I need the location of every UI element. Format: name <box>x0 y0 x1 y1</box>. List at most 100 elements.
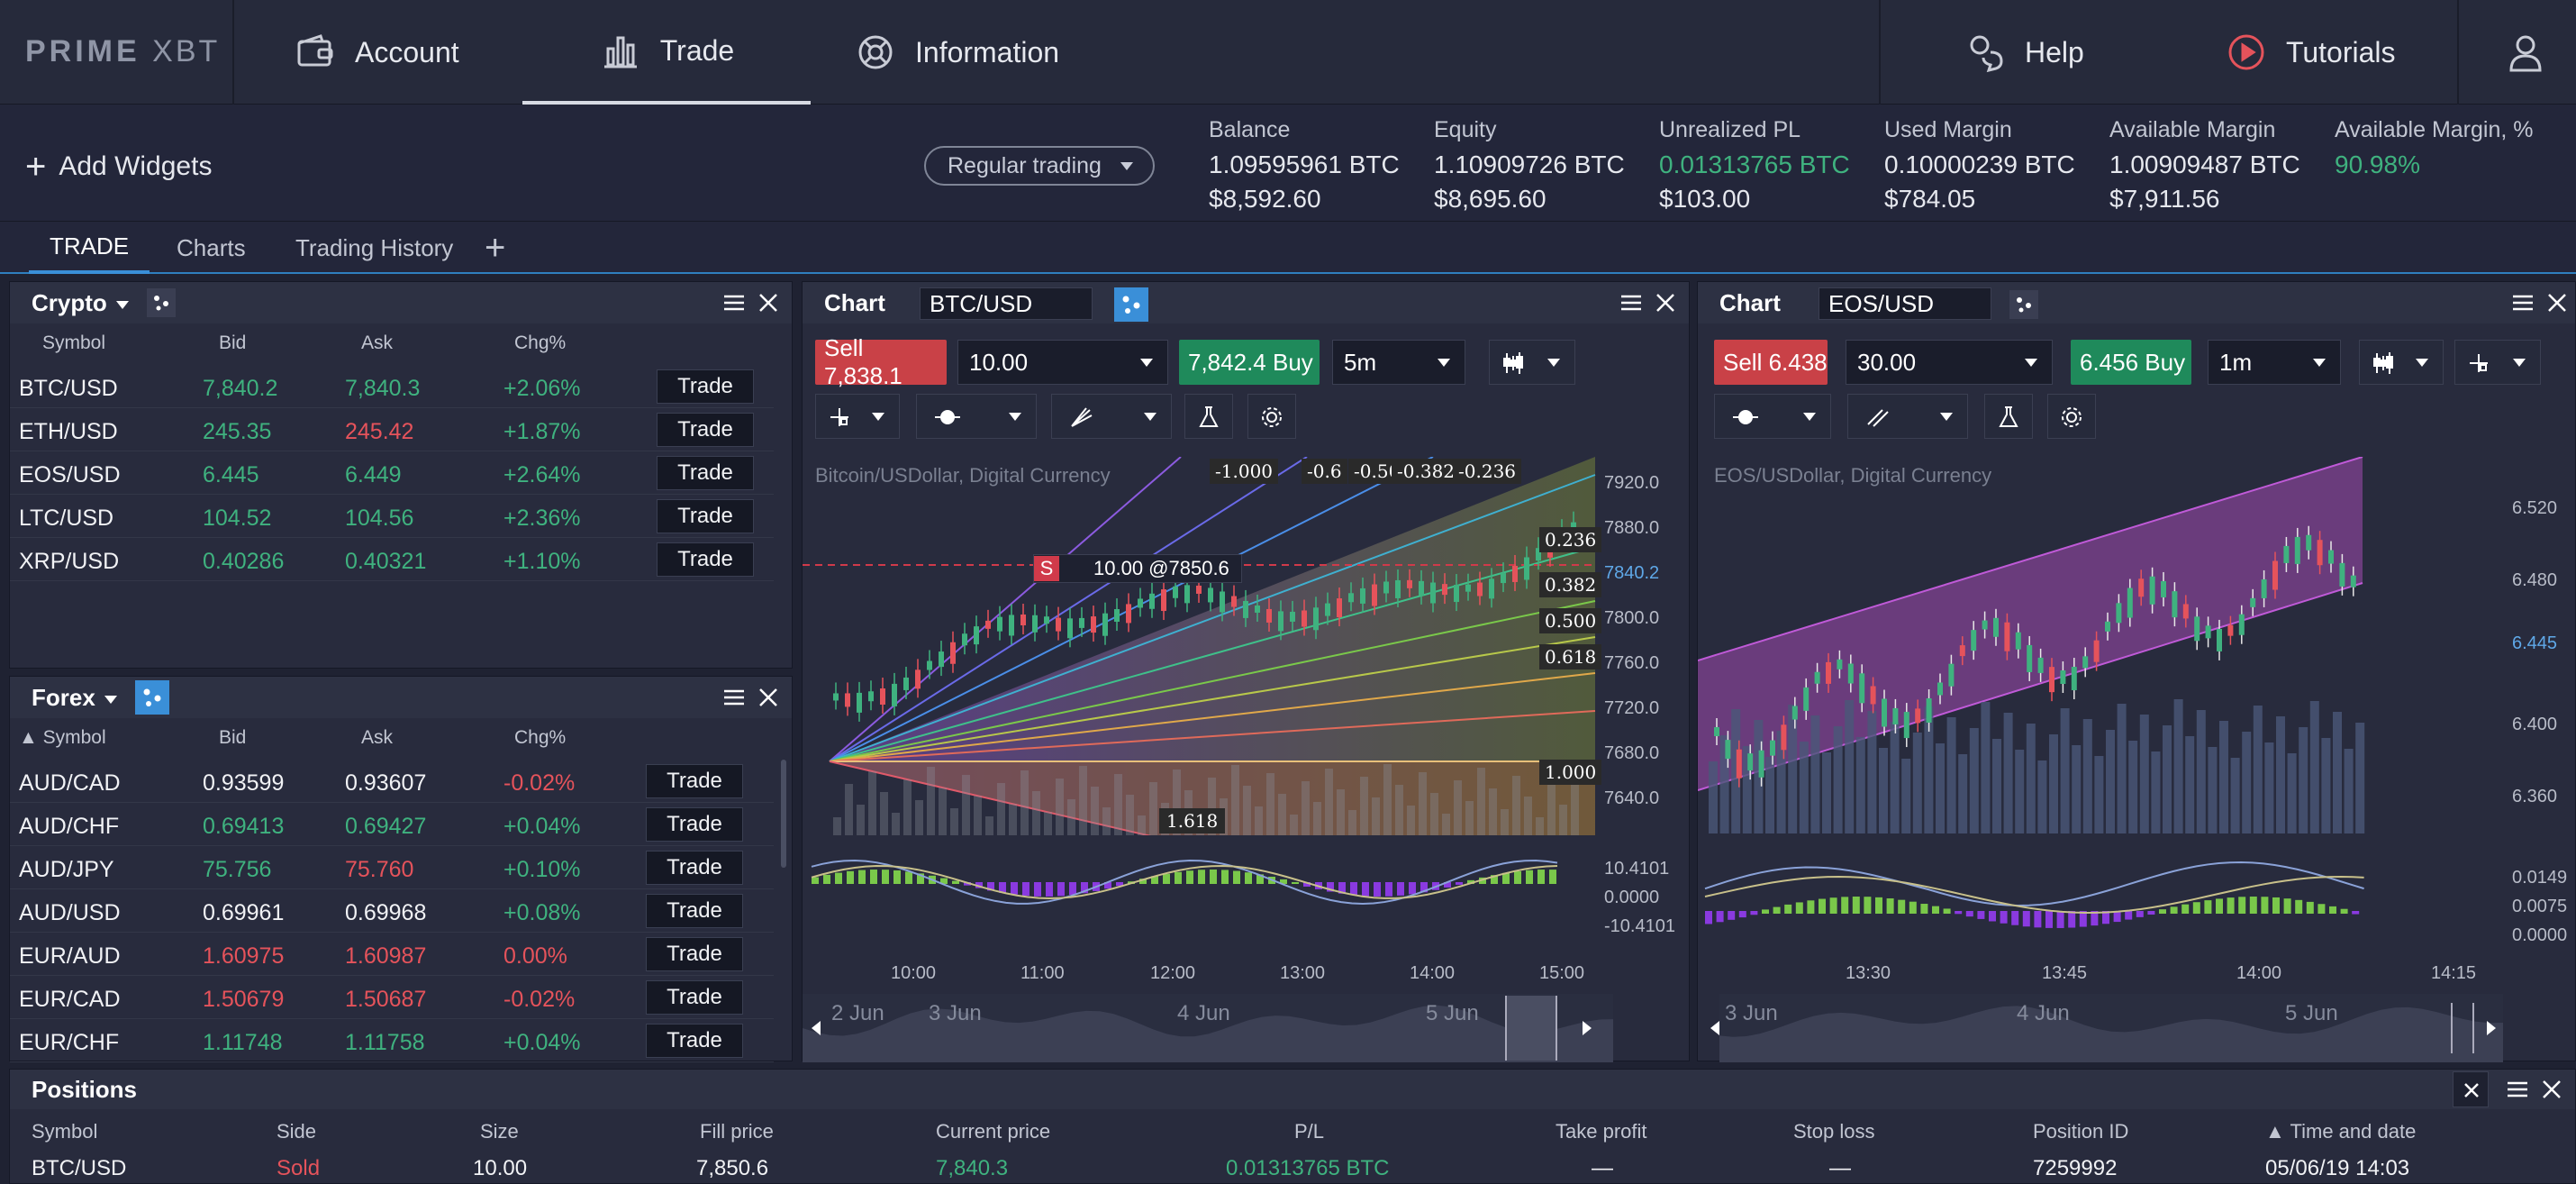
quantity-select[interactable]: 30.00 <box>1846 340 2053 385</box>
position-col[interactable]: Take profit <box>1556 1120 1647 1143</box>
table-row[interactable]: LTC/USD 104.52 104.56 +2.36% Trade <box>10 495 774 538</box>
trade-button[interactable]: Trade <box>646 980 743 1015</box>
table-row[interactable]: AUD/CAD 0.93599 0.93607 -0.02% Trade <box>10 760 774 803</box>
table-row[interactable]: AUD/USD 0.69961 0.69968 +0.08% Trade <box>10 889 774 933</box>
fib-tool[interactable] <box>1051 394 1172 439</box>
crosshair-tool[interactable] <box>815 394 900 439</box>
position-col[interactable]: ▲ Time and date <box>2265 1120 2417 1143</box>
nav-tutorials[interactable]: Tutorials <box>2225 0 2396 105</box>
menu-icon[interactable] <box>721 685 747 710</box>
indicators-button[interactable] <box>1184 394 1233 439</box>
table-row[interactable]: EUR/CHF 1.11748 1.11758 +0.04% Trade <box>10 1019 774 1062</box>
table-row[interactable]: AUD/JPY 75.756 75.760 +0.10% Trade <box>10 846 774 889</box>
menu-icon[interactable] <box>1619 290 1644 315</box>
scroll-left-icon[interactable] <box>812 1021 821 1035</box>
menu-icon[interactable] <box>2505 1077 2530 1102</box>
user-profile-button[interactable] <box>2506 32 2545 72</box>
position-col[interactable]: Position ID <box>2033 1120 2129 1143</box>
btc-price-chart[interactable] <box>803 457 1691 835</box>
caret-down-icon[interactable] <box>115 300 129 309</box>
position-col[interactable]: Fill price <box>700 1120 774 1143</box>
nav-account[interactable]: Account <box>294 0 459 105</box>
col-bid[interactable]: Bid <box>219 727 247 748</box>
trade-button[interactable]: Trade <box>646 807 743 842</box>
link-group-icon[interactable] <box>2009 290 2038 319</box>
col-bid[interactable]: Bid <box>219 332 247 353</box>
scroll-right-icon[interactable] <box>2487 1021 2496 1035</box>
navigator-handle[interactable] <box>2451 1003 2474 1053</box>
table-row[interactable]: ETH/USD 245.35 245.42 +1.87% Trade <box>10 408 774 451</box>
settings-button[interactable] <box>1247 394 1296 439</box>
add-widgets-button[interactable]: + Add Widgets <box>25 149 212 185</box>
tab-charts[interactable]: Charts <box>177 233 246 261</box>
col-ask[interactable]: Ask <box>361 727 394 748</box>
table-row[interactable]: EUR/AUD 1.60975 1.60987 0.00% Trade <box>10 933 774 976</box>
order-label[interactable]: S 10.00 @7850.6 <box>1033 554 1242 583</box>
buy-button[interactable]: 7,842.4 Buy <box>1179 340 1320 385</box>
indicators-button[interactable] <box>1984 394 2033 439</box>
symbol-input[interactable]: EOS/USD <box>1819 287 1991 320</box>
nav-information[interactable]: Information <box>854 0 1059 105</box>
caret-down-icon[interactable] <box>104 695 117 704</box>
col-chg[interactable]: Chg% <box>514 332 567 353</box>
chart-type-select[interactable] <box>1489 340 1575 385</box>
col-ask[interactable]: Ask <box>361 332 394 353</box>
trade-button[interactable]: Trade <box>657 542 754 577</box>
time-navigator[interactable]: 2 Jun 3 Jun 4 Jun 5 Jun <box>803 994 1613 1062</box>
table-row[interactable]: EOS/USD 6.445 6.449 +2.64% Trade <box>10 451 774 495</box>
trend-tool[interactable] <box>1847 394 1968 439</box>
position-col[interactable]: P/L <box>1294 1120 1325 1143</box>
position-col[interactable]: Side <box>277 1120 317 1143</box>
table-row[interactable]: EUR/CAD 1.50679 1.50687 -0.02% Trade <box>10 976 774 1019</box>
trade-button[interactable]: Trade <box>657 456 754 490</box>
position-col[interactable]: Symbol <box>32 1120 98 1143</box>
trade-button[interactable]: Trade <box>657 499 754 533</box>
close-icon[interactable] <box>756 290 781 315</box>
interval-select[interactable]: 1m <box>2208 340 2341 385</box>
settings-button[interactable] <box>2047 394 2096 439</box>
interval-select[interactable]: 5m <box>1332 340 1465 385</box>
symbol-input[interactable]: BTC/USD <box>920 287 1093 320</box>
table-row[interactable]: XRP/USD 0.40286 0.40321 +1.10% Trade <box>10 538 774 581</box>
table-row[interactable]: AUD/CHF 0.69413 0.69427 +0.04% Trade <box>10 803 774 846</box>
trade-button[interactable]: Trade <box>646 894 743 928</box>
table-row[interactable]: BTC/USD 7,840.2 7,840.3 +2.06% Trade <box>10 365 774 408</box>
navigator-handle[interactable] <box>1505 996 1557 1061</box>
position-col[interactable]: Size <box>480 1120 519 1143</box>
buy-button[interactable]: 6.456 Buy <box>2071 340 2191 385</box>
scroll-right-icon[interactable] <box>1583 1021 1592 1035</box>
trading-mode-select[interactable]: Regular trading <box>924 146 1155 186</box>
link-group-icon[interactable] <box>146 288 176 317</box>
chart-type-select[interactable] <box>2359 340 2444 385</box>
close-all-button[interactable] <box>2453 1071 2489 1107</box>
sell-button[interactable]: Sell 6.438 <box>1714 340 1828 385</box>
menu-icon[interactable] <box>2510 290 2535 315</box>
sell-button[interactable]: Sell 7,838.1 <box>815 334 947 389</box>
tab-trade[interactable]: TRADE <box>29 222 150 274</box>
col-symbol[interactable]: ▲ Symbol <box>19 727 106 748</box>
nav-help[interactable]: Help <box>1964 0 2084 105</box>
close-icon[interactable] <box>2539 1077 2564 1102</box>
trade-button[interactable]: Trade <box>657 413 754 447</box>
scroll-left-icon[interactable] <box>1710 1021 1719 1035</box>
crosshair-tool[interactable] <box>2454 340 2541 385</box>
menu-icon[interactable] <box>721 290 747 315</box>
close-icon[interactable] <box>1653 290 1678 315</box>
position-col[interactable]: Current price <box>936 1120 1051 1143</box>
trade-button[interactable]: Trade <box>646 1024 743 1058</box>
close-icon[interactable] <box>756 685 781 710</box>
link-group-icon[interactable] <box>134 680 169 715</box>
link-group-icon[interactable] <box>1114 287 1148 322</box>
add-tab-button[interactable]: + <box>485 222 505 274</box>
line-tool[interactable] <box>916 394 1037 439</box>
close-icon[interactable] <box>2544 290 2570 315</box>
trade-button[interactable]: Trade <box>646 937 743 971</box>
line-tool[interactable] <box>1714 394 1831 439</box>
col-chg[interactable]: Chg% <box>514 727 567 748</box>
nav-trade[interactable]: Trade <box>522 0 811 105</box>
tab-trading-history[interactable]: Trading History <box>295 233 454 261</box>
quantity-select[interactable]: 10.00 <box>957 340 1168 385</box>
trade-button[interactable]: Trade <box>646 764 743 798</box>
primexbt-logo[interactable]: PRIME XBT <box>25 34 221 68</box>
trade-button[interactable]: Trade <box>646 851 743 885</box>
